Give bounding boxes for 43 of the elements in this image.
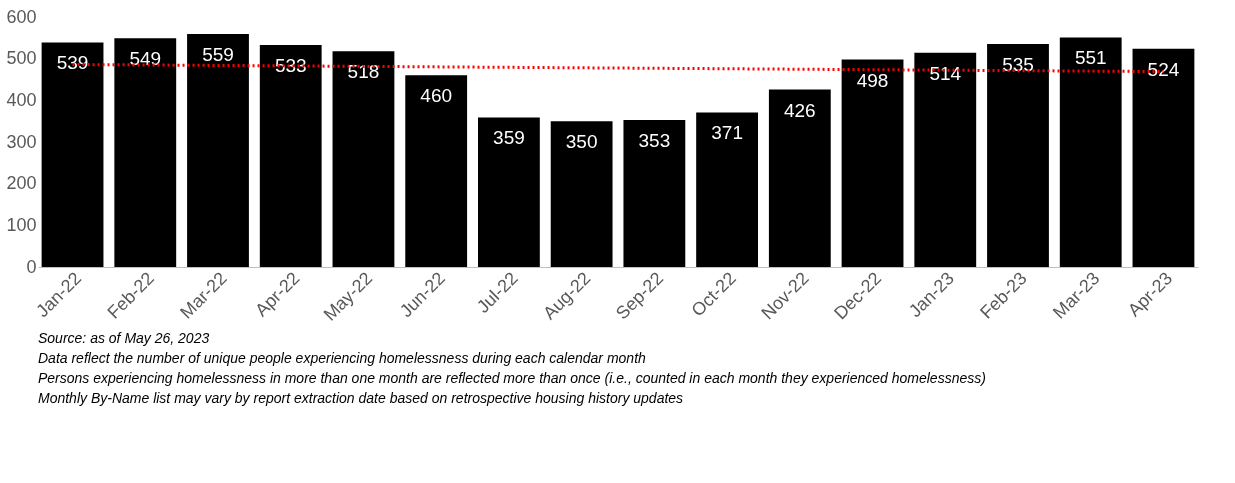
data-label: 524	[1147, 58, 1180, 80]
bar	[405, 75, 468, 267]
data-label: 535	[1002, 54, 1034, 76]
data-label: 359	[493, 127, 525, 149]
bar	[841, 59, 904, 267]
bar	[914, 52, 977, 267]
data-label: 514	[929, 62, 962, 84]
bar	[1059, 37, 1122, 267]
bar	[696, 112, 758, 267]
text: Persons experiencing homelessness in more than one month are reflected more than once (i.e., counted in each month they experienced homelessness)	[38, 370, 986, 386]
y-tick-label: 0	[26, 256, 37, 277]
data-label: 518	[347, 61, 380, 83]
y-tick-label: 100	[6, 214, 37, 235]
bar	[187, 34, 249, 267]
data-label: 426	[783, 99, 816, 121]
data-label: 371	[711, 122, 743, 144]
data-label: 549	[129, 48, 162, 70]
bar	[1132, 48, 1195, 267]
data-label: 353	[638, 129, 671, 151]
bar	[768, 89, 831, 267]
data-label: 559	[202, 44, 234, 66]
data-label: 533	[274, 54, 307, 76]
data-label: 460	[420, 85, 453, 107]
y-tick-label: 500	[6, 48, 37, 69]
data-label: 539	[56, 52, 89, 74]
data-label: 551	[1074, 47, 1107, 69]
text: Monthly By-Name list may vary by report extraction date based on retrospective housing history updates	[38, 390, 684, 406]
data-label: 350	[565, 131, 598, 153]
source-note: Source: as of May 26, 2023	[38, 330, 210, 346]
text: Data reflect the number of unique people experiencing homelessness during each calendar month	[38, 350, 647, 366]
data-label: 498	[856, 69, 889, 91]
bar	[332, 51, 395, 267]
y-tick-label: 400	[6, 89, 37, 110]
y-tick-label: 300	[6, 131, 37, 152]
y-tick-label: 200	[6, 173, 37, 194]
bar	[550, 121, 613, 267]
bar	[41, 42, 104, 267]
bar	[987, 44, 1049, 267]
bar	[114, 38, 177, 267]
bar	[259, 44, 322, 267]
bar	[478, 117, 540, 267]
y-tick-label: 600	[6, 6, 37, 27]
bar	[623, 119, 686, 267]
